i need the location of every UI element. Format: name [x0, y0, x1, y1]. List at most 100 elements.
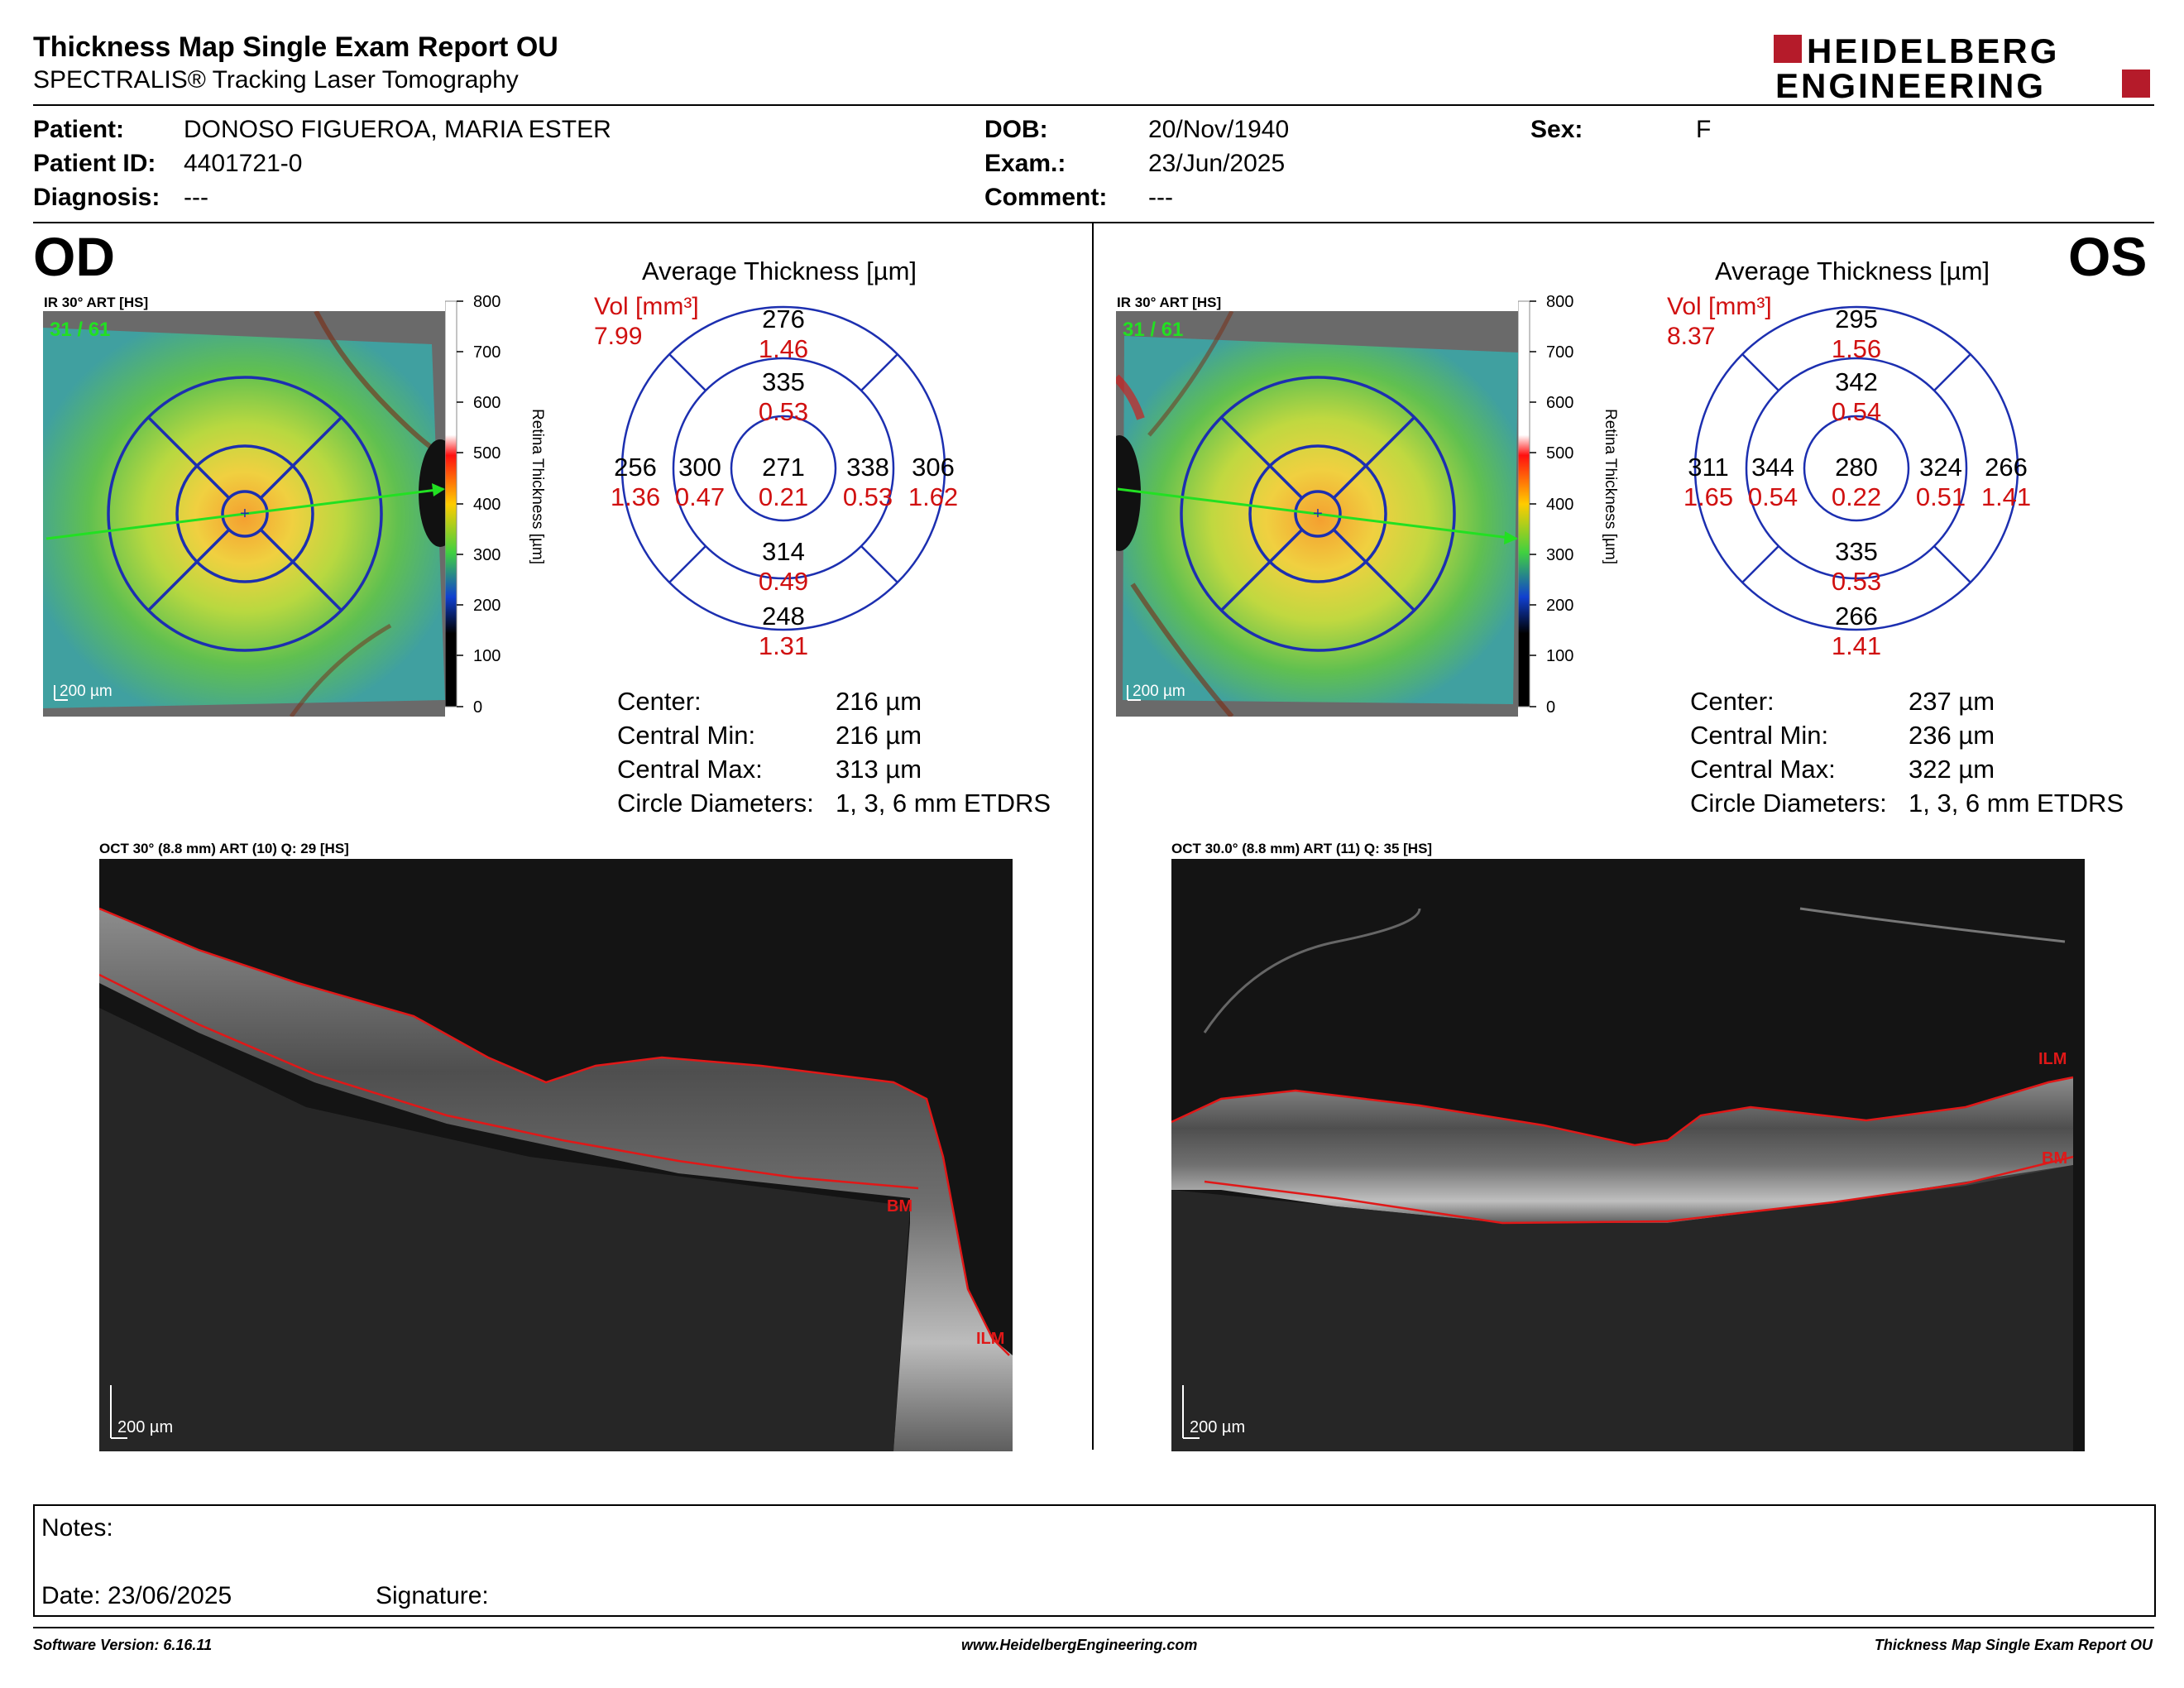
- patient-id-label: Patient ID:: [33, 150, 156, 177]
- patient-id: 4401721-0: [184, 150, 303, 177]
- od-oct-bscan: BM ILM 200 µm: [99, 859, 1013, 1451]
- dob-label: DOB:: [984, 116, 1048, 143]
- svg-text:0.51: 0.51: [1916, 482, 1966, 511]
- od-stat-diam-value: 1, 3, 6 mm ETDRS: [836, 789, 1051, 818]
- patient-name: DONOSO FIGUEROA, MARIA ESTER: [184, 116, 611, 143]
- os-stat-max-value: 322 µm: [1909, 755, 1995, 784]
- os-stat-max-label: Central Max:: [1690, 755, 1836, 784]
- footer-report-title: Thickness Map Single Exam Report OU: [1874, 1637, 2153, 1653]
- os-fundus-thickness-map: + 31 / 61 200 µm: [1116, 311, 1518, 717]
- od-stat-center-label: Center:: [617, 687, 702, 716]
- svg-text:0.53: 0.53: [1832, 567, 1881, 596]
- logo-line1: HEIDELBERG: [1807, 31, 2059, 70]
- os-colorbar: 800 700 600 500 400 300 200 100 0 Retina…: [1518, 295, 1619, 717]
- dob-value: 20/Nov/1940: [1148, 116, 1290, 143]
- od-eye-label: OD: [33, 226, 115, 287]
- svg-text:344: 344: [1751, 453, 1794, 482]
- svg-text:800: 800: [473, 295, 500, 311]
- svg-text:311: 311: [1688, 453, 1728, 482]
- os-colorbar-title: Retina Thickness [µm]: [1602, 409, 1619, 564]
- svg-text:100: 100: [1546, 647, 1573, 665]
- svg-text:0.22: 0.22: [1832, 482, 1881, 511]
- svg-text:280: 280: [1835, 453, 1878, 482]
- od-ilm-label: ILM: [976, 1330, 1004, 1348]
- od-fundus-thickness-map: + 31 / 61 200 µm: [43, 311, 445, 717]
- od-colorbar: 800 700 600 500 400 300 200 100 0 Retina…: [445, 295, 546, 717]
- heidelberg-logo: HEIDELBERG ENGINEERING: [1774, 31, 2150, 103]
- os-eye-label: OS: [2068, 226, 2148, 287]
- svg-text:256: 256: [614, 453, 657, 482]
- svg-text:300: 300: [473, 546, 500, 564]
- svg-text:248: 248: [762, 602, 805, 631]
- svg-text:271: 271: [762, 453, 805, 482]
- website-link[interactable]: www.HeidelbergEngineering.com: [961, 1637, 1198, 1653]
- software-version: Software Version: 6.16.11: [33, 1637, 213, 1653]
- svg-text:306: 306: [912, 453, 955, 482]
- svg-text:1.56: 1.56: [1832, 334, 1881, 363]
- svg-text:266: 266: [1985, 453, 2028, 482]
- svg-text:0: 0: [473, 698, 482, 717]
- report-title: Thickness Map Single Exam Report OU: [33, 31, 558, 63]
- svg-text:+: +: [240, 505, 250, 523]
- svg-text:314: 314: [762, 537, 805, 566]
- exam-label: Exam.:: [984, 150, 1066, 177]
- svg-text:342: 342: [1835, 367, 1878, 396]
- od-stat-diam-label: Circle Diameters:: [617, 789, 814, 818]
- footer-divider: [33, 1627, 2154, 1628]
- os-stat-min-label: Central Min:: [1690, 721, 1829, 750]
- os-scale-bar: 200 µm: [1133, 683, 1185, 700]
- od-avg-title: Average Thickness [µm]: [642, 257, 917, 285]
- os-vol-label: Vol [mm³]: [1667, 293, 1772, 320]
- svg-text:300: 300: [678, 453, 721, 482]
- svg-text:600: 600: [1546, 394, 1573, 412]
- od-vol-total: 7.99: [594, 323, 642, 350]
- svg-text:500: 500: [473, 444, 500, 463]
- od-ir-label: IR 30° ART [HS]: [44, 295, 149, 310]
- od-stat-min-label: Central Min:: [617, 721, 756, 750]
- os-oct-label: OCT 30.0° (8.8 mm) ART (11) Q: 35 [HS]: [1171, 841, 1433, 856]
- notes-label: Notes:: [41, 1514, 113, 1542]
- svg-text:1.41: 1.41: [1832, 631, 1881, 660]
- svg-text:700: 700: [1546, 343, 1573, 362]
- os-bm-label: BM: [2042, 1149, 2067, 1168]
- od-etdrs-grid: Vol [mm³] 7.99 276 1.46 335 0.53 256 1.3…: [594, 293, 958, 660]
- os-vol-total: 8.37: [1667, 323, 1715, 350]
- svg-text:200: 200: [1546, 597, 1573, 615]
- report-subtitle: SPECTRALIS® Tracking Laser Tomography: [33, 66, 519, 94]
- svg-text:0.54: 0.54: [1748, 482, 1798, 511]
- os-oct-bscan: ILM BM 200 µm: [1171, 859, 2085, 1451]
- os-etdrs-grid: Vol [mm³] 8.37 295 1.56 342 0.54 311 1.6…: [1667, 293, 2031, 660]
- svg-text:0.54: 0.54: [1832, 397, 1881, 426]
- svg-text:0.53: 0.53: [843, 482, 893, 511]
- patient-divider: [33, 222, 2154, 223]
- svg-text:276: 276: [762, 305, 805, 333]
- svg-text:335: 335: [1835, 537, 1878, 566]
- svg-text:+: +: [1313, 505, 1323, 523]
- svg-text:1.36: 1.36: [611, 482, 660, 511]
- svg-text:1.46: 1.46: [759, 334, 808, 363]
- od-stat-max-value: 313 µm: [836, 755, 922, 784]
- svg-text:400: 400: [473, 496, 500, 514]
- eye-divider: [1092, 223, 1094, 1450]
- svg-text:100: 100: [473, 647, 500, 665]
- svg-text:200: 200: [473, 597, 500, 615]
- header-divider: [33, 104, 2154, 106]
- os-ir-label: IR 30° ART [HS]: [1117, 295, 1222, 310]
- os-stat-diam-label: Circle Diameters:: [1690, 789, 1887, 818]
- exam-value: 23/Jun/2025: [1148, 150, 1286, 177]
- od-scale-bar: 200 µm: [60, 683, 113, 700]
- svg-text:500: 500: [1546, 444, 1573, 463]
- notes-box: Notes: Date: 23/06/2025 Signature:: [33, 1504, 2156, 1617]
- svg-text:0.49: 0.49: [759, 567, 808, 596]
- svg-text:300: 300: [1546, 546, 1573, 564]
- svg-text:0.53: 0.53: [759, 397, 808, 426]
- os-stat-diam-value: 1, 3, 6 mm ETDRS: [1909, 789, 2124, 818]
- svg-text:0.47: 0.47: [675, 482, 725, 511]
- od-oct-scale: 200 µm: [117, 1418, 173, 1436]
- svg-text:0: 0: [1546, 698, 1555, 717]
- od-stat-min-value: 216 µm: [836, 721, 922, 750]
- od-stat-max-label: Central Max:: [617, 755, 763, 784]
- comment-value: ---: [1148, 184, 1173, 211]
- od-vol-label: Vol [mm³]: [594, 293, 699, 320]
- signature-label: Signature:: [376, 1582, 489, 1609]
